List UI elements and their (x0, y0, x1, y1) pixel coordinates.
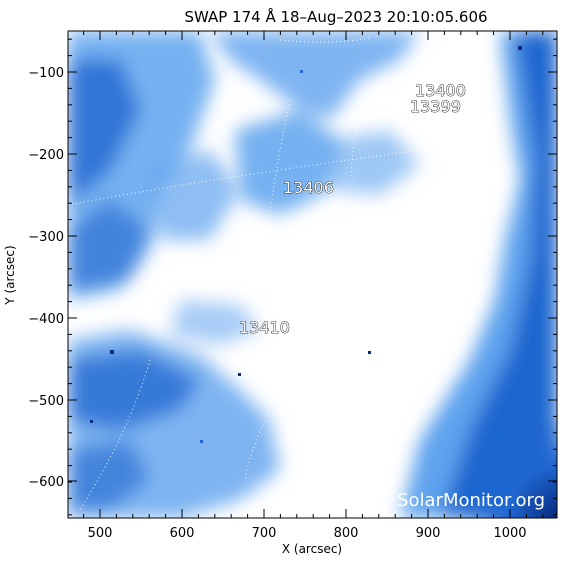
coordinate-grid-lines (68, 37, 421, 511)
x-tick-label: 1000 (493, 526, 526, 541)
upper-left-loop-structures (68, 31, 240, 300)
y-tick-label: −600 (28, 475, 64, 490)
active-region-13399-label: 13399 (410, 97, 461, 116)
top-center-structures (210, 31, 420, 215)
y-tick-label: −200 (28, 148, 64, 163)
plot-frame (67, 30, 558, 519)
solar-euv-image: 13400 13399 13406 13410 SolarMonitor.org (68, 31, 557, 518)
y-tick-label: −500 (28, 394, 64, 409)
active-region-13410-label: 13410 (239, 318, 290, 337)
image-title: SWAP 174 Å 18–Aug–2023 20:10:05.606 (184, 7, 487, 26)
tick-labels: 500 600 700 800 900 1000 −100 −200 −300 −400 −500 −… (28, 66, 526, 541)
y-tick-label: −100 (28, 66, 64, 81)
y-tick-label: −300 (28, 230, 64, 245)
lower-right-dark-corner (380, 330, 557, 518)
lower-left-loop-structures (68, 300, 280, 518)
x-tick-label: 600 (170, 526, 195, 541)
y-tick-label: −400 (28, 312, 64, 327)
active-region-13400-label: 13400 (415, 81, 466, 100)
axis-ticks (68, 31, 557, 518)
solarmonitor-watermark: SolarMonitor.org (397, 490, 545, 511)
x-tick-label: 900 (416, 526, 441, 541)
active-region-13406-label: 13406 (283, 178, 334, 197)
image-noise-pixels (90, 46, 522, 443)
x-tick-label: 500 (88, 526, 113, 541)
x-tick-label: 700 (252, 526, 277, 541)
x-axis-label: X (arcsec) (282, 542, 342, 556)
x-tick-label: 800 (334, 526, 359, 541)
y-axis-label: Y (arcsec) (3, 245, 17, 305)
